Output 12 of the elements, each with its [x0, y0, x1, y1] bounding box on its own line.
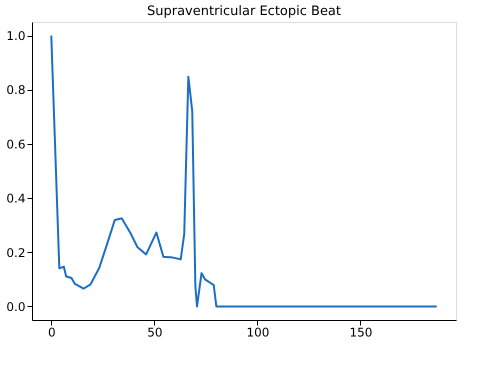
y-tick-label: 0.6	[6, 137, 26, 152]
y-tick-label: 1.0	[6, 29, 26, 44]
y-tick-label: 0.2	[6, 246, 26, 260]
x-tick-label: 100	[246, 326, 270, 340]
line-series	[50, 34, 438, 308]
x-tick-label: 150	[350, 326, 372, 340]
y-tick-label: 0.0	[6, 300, 26, 314]
x-tick-label: 50	[147, 326, 162, 340]
y-tick-label: 0.8	[6, 83, 26, 98]
chart-title: Supraventricular Ectopic Beat	[146, 4, 342, 19]
y-tick-label: 0.4	[6, 192, 26, 206]
x-tick-label: 0	[48, 326, 56, 340]
